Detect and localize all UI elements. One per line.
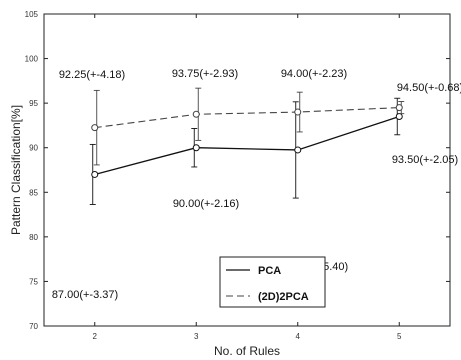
legend-label-2d2pca: (2D)2PCA xyxy=(258,291,309,303)
x-tick-label: 5 xyxy=(397,332,402,341)
data-point-2d2pca xyxy=(395,104,403,112)
y-tick-label: 90 xyxy=(29,144,38,153)
data-point-2d2pca xyxy=(192,110,200,118)
x-tick-label: 2 xyxy=(93,332,98,341)
x-axis-ticks: 2 3 4 5 xyxy=(93,14,402,341)
data-label-2d2pca: 93.75(+-2.93) xyxy=(172,68,238,80)
data-label-2d2pca: 92.25(+-4.18) xyxy=(59,69,125,81)
data-point-pca xyxy=(91,170,99,178)
legend-label-pca: PCA xyxy=(258,265,281,277)
y-tick-label: 85 xyxy=(29,188,38,197)
data-label-pca: 90.00(+-2.16) xyxy=(173,198,239,210)
data-point-pca xyxy=(192,144,200,152)
data-point-2d2pca xyxy=(294,108,302,116)
legend-box xyxy=(219,256,326,308)
data-labels: 87.00(+-3.37)90.00(+-2.16)89.75(+-5.40)9… xyxy=(52,68,461,301)
data-point-pca xyxy=(395,113,403,121)
legend: PCA (2D)2PCA xyxy=(219,256,326,308)
data-label-2d2pca: 94.50(+-0.68) xyxy=(397,82,461,94)
y-tick-label: 70 xyxy=(29,322,38,331)
y-tick-label: 75 xyxy=(29,277,38,286)
x-axis-label: No. of Rules xyxy=(214,344,280,358)
y-axis-ticks: 70 75 80 85 90 95 100 105 xyxy=(25,10,450,331)
data-label-pca: 93.50(+-2.05) xyxy=(392,154,458,166)
y-tick-label: 95 xyxy=(29,99,38,108)
x-tick-label: 4 xyxy=(296,332,301,341)
series-line-2d2pca xyxy=(94,107,400,129)
data-point-2d2pca xyxy=(91,124,99,132)
y-tick-label: 105 xyxy=(25,10,39,19)
y-axis-label: Pattern Classification[%] xyxy=(9,105,23,235)
y-tick-label: 100 xyxy=(25,55,39,64)
data-label-pca: 87.00(+-3.37) xyxy=(52,289,118,301)
data-point-pca xyxy=(294,146,302,154)
series-line-pca xyxy=(94,115,400,176)
x-tick-label: 3 xyxy=(194,332,199,341)
y-tick-label: 80 xyxy=(29,233,38,242)
data-label-2d2pca: 94.00(+-2.23) xyxy=(281,68,347,80)
series-layer xyxy=(89,87,405,205)
